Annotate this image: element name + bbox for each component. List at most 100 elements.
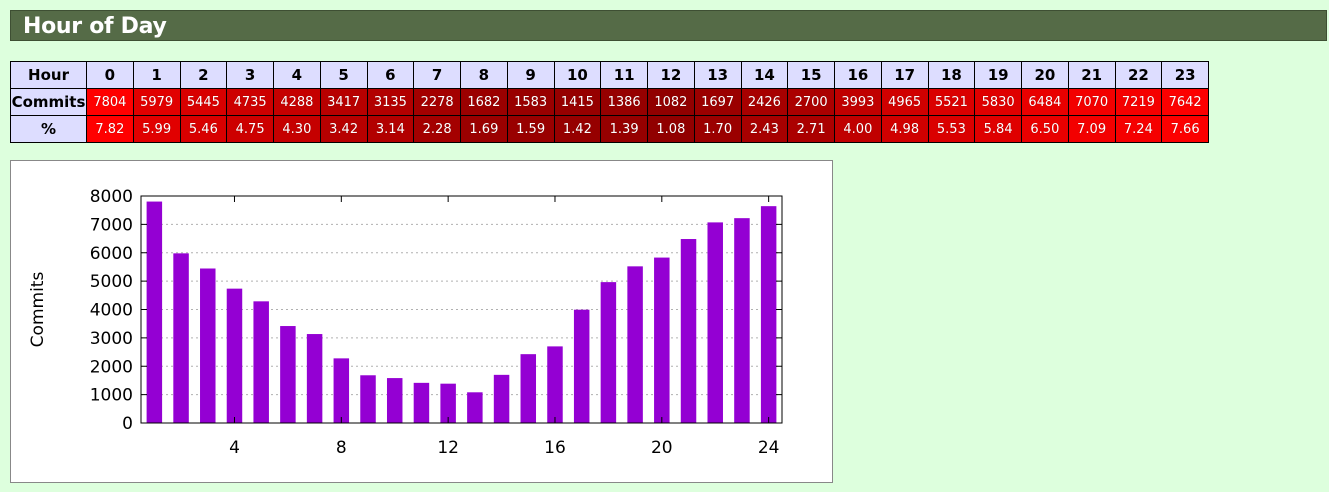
commits-cell: 7642 <box>1161 88 1209 116</box>
hour-header-cell: 17 <box>880 61 929 89</box>
bar <box>333 358 350 423</box>
percent-cell: 7.66 <box>1161 115 1209 143</box>
percent-cell: 4.30 <box>273 115 321 143</box>
commits-cell: 1415 <box>553 88 602 116</box>
bar <box>306 334 323 423</box>
percent-cell: 4.98 <box>880 115 929 143</box>
hour-header-cell: 0 <box>86 61 134 89</box>
hour-header-cell: 21 <box>1067 61 1116 89</box>
hour-header-cell: 12 <box>647 61 695 89</box>
bar <box>173 253 189 423</box>
y-tick-label: 3000 <box>90 329 133 349</box>
hour-row: Hour 0 1 2 3 4 5 6 7 8 9 10 11 12 13 14 15 16 17 18 19 20 21 2… <box>10 61 1209 89</box>
x-tick-label: 16 <box>544 438 566 458</box>
y-axis-label: Commits <box>28 272 48 348</box>
y-tick-label: 8000 <box>90 187 133 207</box>
commits-cell: 7070 <box>1067 88 1116 116</box>
hour-header-cell: 8 <box>460 61 508 89</box>
commits-cell: 6484 <box>1021 88 1069 116</box>
x-tick-label: 4 <box>229 438 240 458</box>
bar <box>360 375 376 423</box>
percent-cell: 2.71 <box>787 115 835 143</box>
bar <box>440 383 456 423</box>
commits-cell: 1682 <box>460 88 508 116</box>
commits-cell: 4288 <box>273 88 321 116</box>
hour-header-cell: 23 <box>1161 61 1209 89</box>
percent-cell: 4.00 <box>834 115 882 143</box>
y-tick-label: 2000 <box>90 357 133 377</box>
bar <box>734 218 750 423</box>
commits-by-hour-chart: 0 1000 2000 3000 4000 5000 6000 7000 8000 4 8 12 16… <box>10 160 833 483</box>
bar <box>600 282 617 423</box>
chart-bars <box>146 201 777 423</box>
bar <box>386 378 403 423</box>
commits-cell: 2278 <box>413 88 461 116</box>
section-header: Hour of Day <box>10 10 1327 41</box>
hour-header-cell: 5 <box>319 61 368 89</box>
commits-cell: 1082 <box>647 88 695 116</box>
bar <box>253 301 269 423</box>
y-tick-label: 0 <box>122 414 133 434</box>
y-tick-label: 5000 <box>90 272 133 292</box>
hour-header-cell: 10 <box>553 61 602 89</box>
percent-cell: 1.42 <box>553 115 602 143</box>
y-tick-label: 7000 <box>90 215 133 235</box>
hour-header-cell: 6 <box>366 61 415 89</box>
bar <box>760 206 777 423</box>
bar <box>627 266 643 423</box>
commits-cell: 7804 <box>86 88 134 116</box>
bar <box>280 326 296 423</box>
bar <box>413 382 430 423</box>
percent-row: % 7.82 5.99 5.46 4.75 4.30 3.42 3.14 2.28 1.69 1.… <box>10 115 1209 143</box>
percent-cell: 7.24 <box>1114 115 1163 143</box>
percent-cell: 7.09 <box>1067 115 1116 143</box>
hour-header-cell: 1 <box>132 61 181 89</box>
percent-cell: 5.46 <box>179 115 228 143</box>
x-tick-label: 8 <box>336 438 347 458</box>
hour-header-cell: 2 <box>179 61 228 89</box>
hour-header-cell: 11 <box>600 61 648 89</box>
commits-cell: 5521 <box>927 88 976 116</box>
hour-header-cell: 15 <box>787 61 835 89</box>
percent-cell: 6.50 <box>1021 115 1069 143</box>
percent-cell: 1.08 <box>647 115 695 143</box>
percent-cell: 3.42 <box>319 115 368 143</box>
commits-cell: 1583 <box>506 88 555 116</box>
y-tick-label: 1000 <box>90 386 133 406</box>
percent-cell: 7.82 <box>86 115 134 143</box>
hour-header-cell: 16 <box>834 61 882 89</box>
bar <box>520 354 537 423</box>
commits-cell: 5445 <box>179 88 228 116</box>
percent-cell: 1.59 <box>506 115 555 143</box>
hour-header-cell: 14 <box>740 61 789 89</box>
commits-cell: 3417 <box>319 88 368 116</box>
percent-cell: 1.70 <box>693 115 742 143</box>
bar <box>493 374 510 423</box>
commits-cell: 4735 <box>226 88 274 116</box>
commits-cell: 5830 <box>974 88 1022 116</box>
commits-cell: 1697 <box>693 88 742 116</box>
hour-of-day-table: Hour 0 1 2 3 4 5 6 7 8 9 10 11 12 13 14 15 16 17 18 19 20 21 2… <box>10 61 1209 143</box>
hour-header-cell: 20 <box>1021 61 1069 89</box>
hour-header-cell: 18 <box>927 61 976 89</box>
chart-grid <box>141 223 782 396</box>
percent-row-label: % <box>10 115 87 143</box>
bar <box>573 309 590 423</box>
commits-cell: 7219 <box>1114 88 1163 116</box>
commits-row-label: Commits <box>10 88 87 116</box>
bar <box>707 222 723 423</box>
y-tick-label: 6000 <box>90 244 133 264</box>
hour-header-cell: 13 <box>693 61 742 89</box>
percent-cell: 5.53 <box>927 115 976 143</box>
percent-cell: 5.99 <box>132 115 181 143</box>
section-title: Hour of Day <box>23 14 167 39</box>
bar <box>467 392 483 423</box>
percent-cell: 1.39 <box>600 115 648 143</box>
bar <box>226 288 243 423</box>
hour-row-label: Hour <box>10 61 87 89</box>
commits-cell: 2700 <box>787 88 835 116</box>
hour-header-cell: 19 <box>974 61 1022 89</box>
chart-svg: 0 1000 2000 3000 4000 5000 6000 7000 8000 4 8 12 16… <box>28 187 783 458</box>
hour-header-cell: 9 <box>506 61 555 89</box>
y-tick-label: 4000 <box>90 301 133 321</box>
